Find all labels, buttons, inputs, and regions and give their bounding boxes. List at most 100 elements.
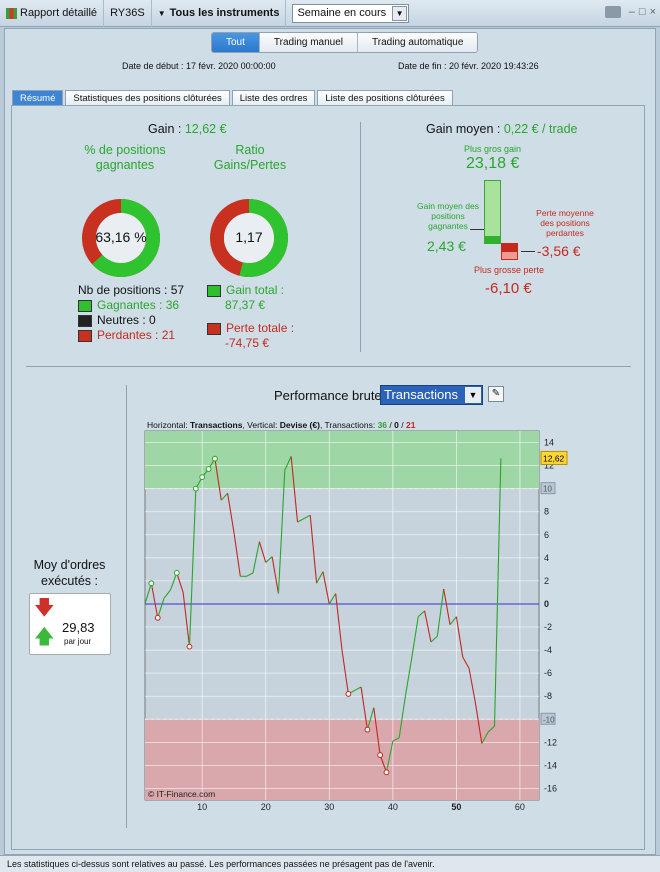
gain-moyen-value: 0,22 € / trade xyxy=(503,122,578,136)
minimize-button[interactable]: – xyxy=(628,6,635,18)
series-segment xyxy=(188,488,197,647)
pct-winning-title: % de positions gagnantes xyxy=(84,143,166,172)
series-point xyxy=(205,466,212,472)
series-point xyxy=(345,691,352,697)
last-value-box xyxy=(540,450,568,465)
y-tick-label: 4 xyxy=(544,553,549,563)
copyright-label: © IT-Finance.com xyxy=(148,789,215,799)
series-segment xyxy=(303,514,311,520)
disclaimer-footer: Les statistiques ci-dessus sont relative… xyxy=(0,855,660,872)
y-tick-label: 14 xyxy=(544,438,554,448)
series-segment xyxy=(474,703,483,744)
orders-unit: par jour xyxy=(64,637,92,646)
chart-left-divider xyxy=(126,385,127,828)
filter-manual[interactable]: Trading manuel xyxy=(259,33,359,52)
series-segment xyxy=(309,515,318,584)
close-button[interactable]: × xyxy=(649,6,656,18)
series-segment xyxy=(481,731,489,744)
nb-positions: Nb de positions : 57 xyxy=(78,283,185,297)
y-tick-label: 12 xyxy=(544,461,554,471)
pct-ring-center xyxy=(96,213,146,263)
lower-band xyxy=(145,719,539,800)
y-tick-label: 6 xyxy=(544,530,549,540)
avg-loss-bar xyxy=(501,243,518,252)
gain-label: Gain xyxy=(148,122,175,136)
series-segment xyxy=(392,737,400,742)
tab-statistics[interactable]: Statistiques des positions clôturées xyxy=(65,90,230,105)
x-tick-label: 40 xyxy=(388,802,398,812)
gain-total-icon xyxy=(207,284,221,297)
y-tick-label: 2 xyxy=(544,576,549,586)
series-segment xyxy=(398,694,407,738)
avg-gain-bar xyxy=(484,236,501,244)
pct-winning-ring xyxy=(82,199,160,277)
x-tick-label: 60 xyxy=(515,802,525,812)
ratio-ring xyxy=(210,199,288,277)
series-segment xyxy=(297,518,305,523)
totals-breakdown: Gain total : 87,37 € Perte totale : -74,… xyxy=(207,283,294,351)
series-point xyxy=(383,769,390,776)
tab-bar: Résumé Statistiques des positions clôtur… xyxy=(12,90,455,105)
down-arrow-icon: 🡇 xyxy=(34,597,55,619)
series-segment xyxy=(233,532,241,577)
gain-bar xyxy=(484,180,501,243)
chevron-down-icon: ▼ xyxy=(157,8,166,18)
series-segment xyxy=(443,588,451,625)
series-segment xyxy=(271,556,279,594)
series-segment xyxy=(182,592,191,647)
y-tick-label: -12 xyxy=(544,737,557,747)
report-label: Rapport détaillé xyxy=(20,7,98,19)
upper-band xyxy=(145,431,539,489)
gain-moyen-arrow xyxy=(470,229,484,230)
filter-all[interactable]: Tout xyxy=(212,33,260,52)
series-point xyxy=(154,614,161,621)
series-segment xyxy=(424,610,432,643)
gain-value: 12,62 € xyxy=(184,122,227,136)
performance-select[interactable]: Transactions ▼ xyxy=(380,385,483,405)
y-tick-label: -6 xyxy=(544,668,552,678)
plus-grosse-perte-label: Plus grosse perte xyxy=(474,265,545,275)
series-segment xyxy=(277,470,286,594)
winning-count: Gagnantes : 36 xyxy=(97,298,180,312)
instruments-dropdown[interactable]: ▼ Tous les instruments xyxy=(152,0,287,27)
lower-band-label: -10 xyxy=(543,715,555,724)
series-segment xyxy=(169,572,178,591)
period-select[interactable]: Semaine en cours ▼ xyxy=(292,3,410,23)
filter-automatic[interactable]: Trading automatique xyxy=(358,33,478,52)
start-date: Date de début : 17 févr. 2020 00:00:00 xyxy=(122,61,276,71)
x-tick-label: 30 xyxy=(324,802,334,812)
tab-resume[interactable]: Résumé xyxy=(12,90,64,105)
series-segment xyxy=(252,541,260,573)
series-segment xyxy=(227,493,235,533)
horizontal-divider xyxy=(26,366,631,367)
series-point xyxy=(186,643,193,650)
series-segment xyxy=(214,458,222,501)
period-value: Semaine en cours xyxy=(297,7,387,19)
series-segment xyxy=(417,610,425,618)
report-tab[interactable]: Rapport détaillé xyxy=(0,0,105,27)
series-segment xyxy=(385,741,394,773)
plus-gros-gain-label: Plus gros gain xyxy=(464,144,522,154)
series-point xyxy=(148,580,155,587)
upper-band-label-box xyxy=(540,482,556,495)
gain-header: Gain : 12,62 € xyxy=(148,122,227,136)
series-segment xyxy=(341,650,349,694)
print-icon[interactable] xyxy=(604,6,621,18)
series-segment xyxy=(493,458,502,727)
end-date: Date de fin : 20 févr. 2020 19:43:26 xyxy=(398,61,539,71)
neutral-legend-icon xyxy=(78,314,92,327)
tab-orders[interactable]: Liste des ordres xyxy=(231,90,316,105)
vertical-divider xyxy=(360,122,361,352)
ratio-title: Ratio Gains/Pertes xyxy=(213,143,287,172)
maximize-button[interactable]: □ xyxy=(638,6,646,18)
ratio-value: 1,17 xyxy=(235,229,263,245)
tab-closed-positions[interactable]: Liste des positions clôturées xyxy=(317,90,453,105)
wrench-icon[interactable]: ✎ xyxy=(488,386,504,402)
trading-filter: Tout Trading manuel Trading automatique xyxy=(211,32,479,53)
y-tick-label: -16 xyxy=(544,783,557,793)
y-tick-label: -8 xyxy=(544,691,552,701)
y-tick-label: -2 xyxy=(544,622,552,632)
up-arrow-icon: 🡅 xyxy=(34,626,55,648)
symbol-label[interactable]: RY36S xyxy=(104,0,152,27)
series-segment xyxy=(468,668,476,704)
